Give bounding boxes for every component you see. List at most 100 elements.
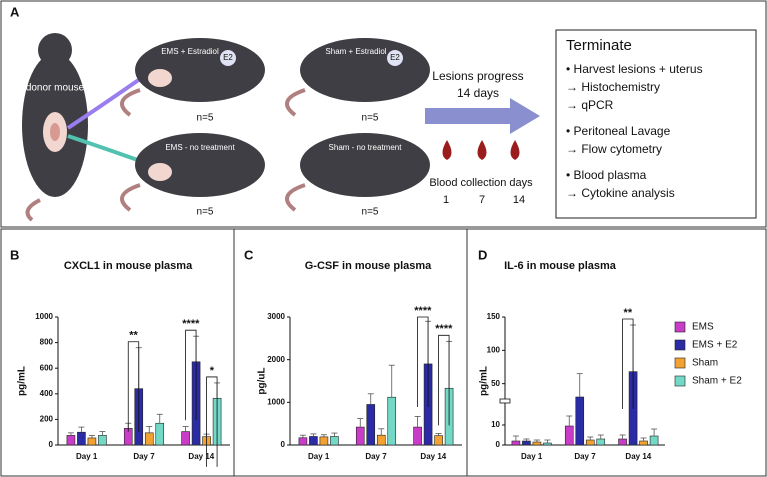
legend-swatch	[674, 321, 686, 333]
bar	[77, 431, 86, 446]
x-tick-label: Day 1	[76, 452, 98, 461]
bar	[87, 437, 97, 446]
x-tick-label: Day 7	[574, 452, 596, 461]
significance-bracket	[438, 334, 450, 426]
y-tick-label: 0	[496, 440, 501, 449]
bar	[585, 439, 595, 446]
n-label: n=5	[197, 113, 214, 124]
bar	[376, 434, 386, 446]
n-label: n=5	[362, 207, 379, 218]
bar	[66, 435, 76, 446]
significance-bracket	[206, 376, 218, 467]
significance-label: **	[624, 307, 633, 319]
bar	[596, 438, 606, 446]
group-label: Sham - no treatment	[329, 143, 403, 152]
x-tick-label: Day 14	[420, 452, 446, 461]
y-tick-label: 1000	[35, 312, 53, 321]
terminate-item: → qPCR	[566, 98, 614, 112]
y-tick-label: 1000	[267, 397, 285, 406]
bar	[511, 440, 521, 446]
badge-label: E2	[390, 53, 400, 62]
donor-label: donor mouse	[26, 83, 85, 94]
significance-label: ****	[414, 305, 432, 317]
bar	[330, 436, 339, 446]
legend-swatch	[674, 339, 686, 351]
significance-bracket	[127, 341, 140, 432]
y-tick-label: 200	[40, 415, 54, 424]
axis-break	[499, 398, 511, 404]
panel-a-frame	[0, 0, 767, 228]
legend-swatch	[674, 375, 686, 387]
mouse-icon	[120, 133, 265, 212]
significance-label: *	[210, 365, 215, 377]
panel-d-frame	[466, 228, 767, 477]
terminate-box	[555, 29, 757, 219]
x-tick-label: Day 14	[188, 452, 214, 461]
bar	[532, 441, 542, 446]
bar	[155, 422, 165, 446]
bar	[649, 435, 659, 446]
group-label: EMS + Estradiol	[161, 47, 219, 56]
bar	[98, 435, 107, 446]
significance-label: **	[129, 330, 138, 342]
chart-title: G-CSF in mouse plasma	[305, 260, 432, 272]
bar	[144, 432, 154, 446]
blood-day: 14	[513, 194, 525, 206]
bar	[413, 426, 422, 446]
y-tick-label: 600	[40, 363, 54, 372]
blood-day: 1	[443, 194, 449, 206]
bar	[181, 431, 190, 446]
legend-label: EMS	[692, 322, 714, 333]
bar	[387, 396, 397, 446]
y-tick-label: 100	[487, 345, 501, 354]
x-tick-label: Day 14	[625, 452, 651, 461]
chart-title: IL-6 in mouse plasma	[504, 260, 617, 272]
x-tick-label: Day 7	[133, 452, 155, 461]
terminate-item: • Peritoneal Lavage	[566, 124, 671, 138]
x-tick-label: Day 1	[521, 452, 543, 461]
bar	[639, 440, 648, 446]
group-label: EMS - no treatment	[165, 143, 235, 152]
y-tick-label: 0	[281, 440, 286, 449]
progress-label: Lesions progress	[432, 69, 523, 83]
bar	[434, 435, 443, 446]
significance-bracket	[622, 318, 634, 409]
panel-letter: D	[478, 247, 487, 262]
blood-drop	[442, 140, 452, 160]
chart-title: CXCL1 in mouse plasma	[64, 260, 193, 272]
bar	[564, 425, 574, 446]
legend-swatch	[674, 357, 686, 369]
panel-letter: B	[10, 247, 19, 262]
legend-label: Sham + E2	[692, 376, 742, 387]
mouse-icon	[285, 133, 430, 212]
significance-bracket	[417, 316, 429, 407]
y-tick-label: 0	[49, 440, 54, 449]
significance-label: ****	[435, 323, 453, 335]
bar	[366, 404, 376, 446]
bar	[355, 426, 365, 446]
panel-letter: A	[10, 4, 20, 19]
n-label: n=5	[197, 207, 214, 218]
terminate-title: Terminate	[566, 37, 632, 54]
blood-drop	[477, 140, 487, 160]
terminate-item: → Histochemistry	[566, 80, 660, 94]
progress-arrow	[425, 98, 540, 134]
legend-label: EMS + E2	[692, 340, 738, 351]
terminate-item: • Harvest lesions + uterus	[566, 62, 703, 76]
y-tick-label: 10	[491, 420, 500, 429]
y-tick-label: 150	[487, 312, 501, 321]
significance-label: ****	[182, 318, 200, 330]
terminate-item: → Cytokine analysis	[566, 186, 675, 200]
blood-label: Blood collection days	[429, 177, 533, 189]
legend-label: Sham	[692, 358, 718, 369]
progress-label: 14 days	[457, 86, 499, 100]
y-axis-label: pg/mL	[17, 366, 28, 396]
bar	[522, 440, 531, 446]
y-tick-label: 3000	[267, 312, 285, 321]
blood-drop	[510, 140, 520, 160]
bar	[618, 438, 627, 446]
badge	[220, 50, 236, 66]
y-tick-label: 400	[40, 389, 54, 398]
significance-bracket	[185, 329, 197, 421]
